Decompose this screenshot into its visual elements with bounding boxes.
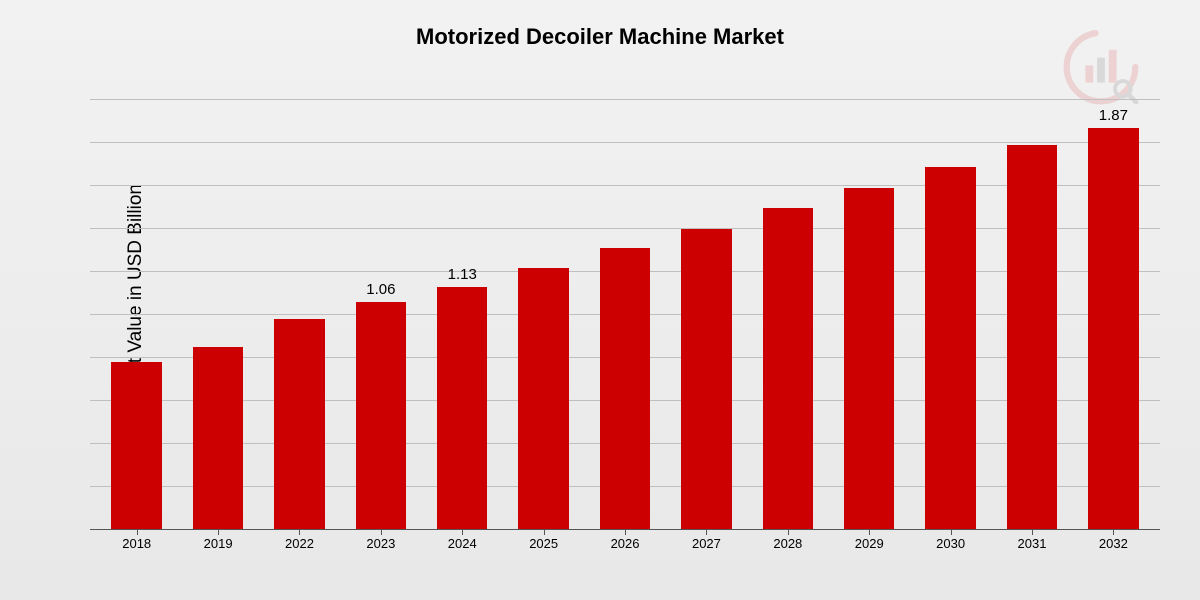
tick-mark xyxy=(381,530,382,535)
bar xyxy=(1007,145,1057,530)
x-axis-baseline xyxy=(90,529,1160,530)
x-tick-label: 2026 xyxy=(584,536,665,551)
bar xyxy=(193,347,243,530)
bar-slot: 1.87 xyxy=(1073,100,1154,530)
bar-slot xyxy=(829,100,910,530)
tick-mark xyxy=(625,530,626,535)
bar-series: 1.06 1.13 1.87 xyxy=(90,100,1160,530)
x-tick-label: 2029 xyxy=(829,536,910,551)
bar-value-label: 1.13 xyxy=(448,266,477,283)
bar xyxy=(1088,128,1138,530)
bar xyxy=(356,302,406,530)
tick-mark xyxy=(706,530,707,535)
x-tick-label: 2031 xyxy=(991,536,1072,551)
bar xyxy=(518,268,568,530)
logo-watermark xyxy=(1062,28,1140,106)
bar-slot xyxy=(177,100,258,530)
bar xyxy=(763,208,813,531)
tick-mark xyxy=(544,530,545,535)
x-tick-label: 2025 xyxy=(503,536,584,551)
plot-area: 1.06 1.13 1.87 xyxy=(90,100,1160,530)
tick-mark xyxy=(218,530,219,535)
bar xyxy=(844,188,894,530)
bar xyxy=(925,167,975,530)
tick-mark xyxy=(1113,530,1114,535)
bar-slot xyxy=(96,100,177,530)
x-tick-label: 2018 xyxy=(96,536,177,551)
tick-mark xyxy=(462,530,463,535)
bar xyxy=(681,229,731,530)
x-tick-label: 2023 xyxy=(340,536,421,551)
bar-value-label: 1.87 xyxy=(1099,107,1128,124)
x-tick-label: 2028 xyxy=(747,536,828,551)
tick-mark xyxy=(137,530,138,535)
x-tick-label: 2027 xyxy=(666,536,747,551)
bar-slot xyxy=(259,100,340,530)
bar xyxy=(437,287,487,530)
bar-slot xyxy=(991,100,1072,530)
bar-slot xyxy=(503,100,584,530)
x-tick-label: 2030 xyxy=(910,536,991,551)
tick-mark xyxy=(1032,530,1033,535)
tick-mark xyxy=(951,530,952,535)
bar-slot xyxy=(747,100,828,530)
tick-mark xyxy=(299,530,300,535)
bar-slot xyxy=(910,100,991,530)
x-tick-label: 2032 xyxy=(1073,536,1154,551)
x-axis-ticks: 2018201920222023202420252026202720282029… xyxy=(90,536,1160,551)
bar xyxy=(274,319,324,530)
tick-mark xyxy=(869,530,870,535)
chart-title: Motorized Decoiler Machine Market xyxy=(0,24,1200,50)
x-tick-label: 2022 xyxy=(259,536,340,551)
bar-slot: 1.06 xyxy=(340,100,421,530)
x-tick-label: 2024 xyxy=(422,536,503,551)
bar-slot xyxy=(584,100,665,530)
bar-slot xyxy=(666,100,747,530)
x-tick-label: 2019 xyxy=(177,536,258,551)
bar-slot: 1.13 xyxy=(422,100,503,530)
bar xyxy=(600,248,650,530)
bar-value-label: 1.06 xyxy=(366,281,395,298)
tick-mark xyxy=(788,530,789,535)
bar xyxy=(111,362,161,530)
